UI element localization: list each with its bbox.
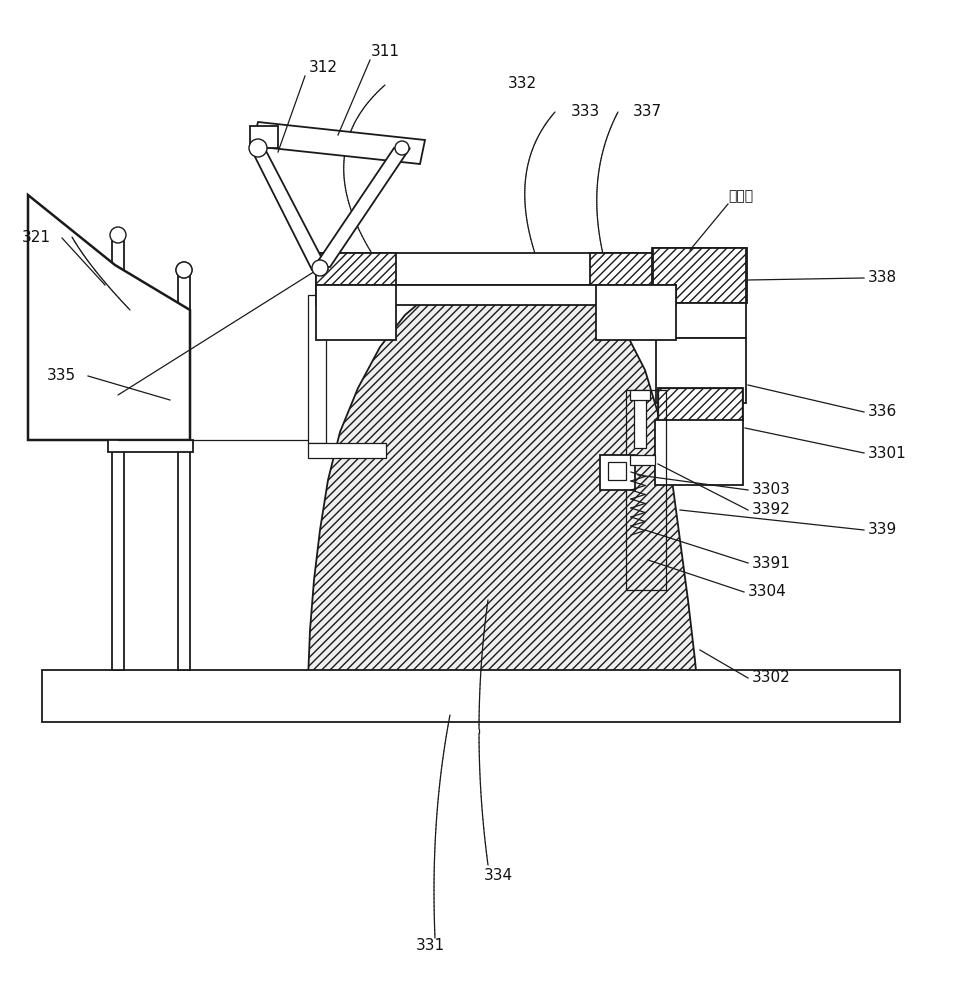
- Text: 335: 335: [47, 368, 77, 383]
- Circle shape: [249, 139, 267, 157]
- Polygon shape: [250, 147, 328, 270]
- Text: 334: 334: [484, 867, 513, 882]
- Text: 339: 339: [868, 523, 897, 538]
- Polygon shape: [314, 148, 410, 267]
- Bar: [108, 440, 193, 452]
- Bar: [630, 455, 655, 465]
- Circle shape: [395, 141, 409, 155]
- Text: 3304: 3304: [748, 584, 787, 600]
- Bar: [316, 285, 396, 340]
- Text: 311: 311: [370, 45, 399, 59]
- Polygon shape: [258, 272, 700, 715]
- Polygon shape: [653, 248, 746, 303]
- Circle shape: [110, 227, 126, 243]
- Bar: [250, 126, 278, 148]
- Bar: [658, 388, 743, 420]
- Polygon shape: [658, 388, 742, 420]
- Bar: [652, 248, 747, 303]
- Circle shape: [312, 260, 328, 276]
- Bar: [308, 295, 326, 443]
- Text: 3391: 3391: [752, 555, 791, 570]
- Polygon shape: [252, 122, 425, 164]
- Text: 331: 331: [416, 938, 445, 952]
- Bar: [600, 455, 635, 490]
- Text: 3392: 3392: [752, 503, 791, 518]
- Bar: [656, 303, 746, 338]
- Bar: [42, 670, 900, 722]
- Text: 332: 332: [508, 76, 537, 91]
- Bar: [112, 235, 124, 670]
- Text: 321: 321: [22, 231, 51, 246]
- Bar: [630, 390, 650, 400]
- Bar: [308, 443, 386, 458]
- Text: 312: 312: [308, 60, 337, 75]
- Bar: [626, 390, 666, 590]
- Text: 3302: 3302: [752, 670, 791, 685]
- Text: 336: 336: [868, 405, 897, 420]
- Text: 338: 338: [868, 270, 897, 285]
- Bar: [596, 285, 676, 340]
- Text: 轴衬套: 轴衬套: [728, 189, 753, 203]
- Text: 3303: 3303: [752, 482, 791, 498]
- Polygon shape: [28, 195, 190, 440]
- Bar: [656, 338, 746, 403]
- Text: 3301: 3301: [868, 446, 907, 460]
- Text: 333: 333: [571, 105, 600, 120]
- Bar: [608, 462, 626, 480]
- Bar: [634, 393, 646, 448]
- Bar: [316, 253, 676, 285]
- Polygon shape: [590, 253, 676, 303]
- Bar: [316, 285, 676, 305]
- Bar: [655, 420, 743, 485]
- Polygon shape: [316, 253, 396, 303]
- Circle shape: [176, 262, 192, 278]
- Text: 337: 337: [633, 105, 662, 120]
- Bar: [178, 270, 190, 670]
- Circle shape: [176, 262, 192, 278]
